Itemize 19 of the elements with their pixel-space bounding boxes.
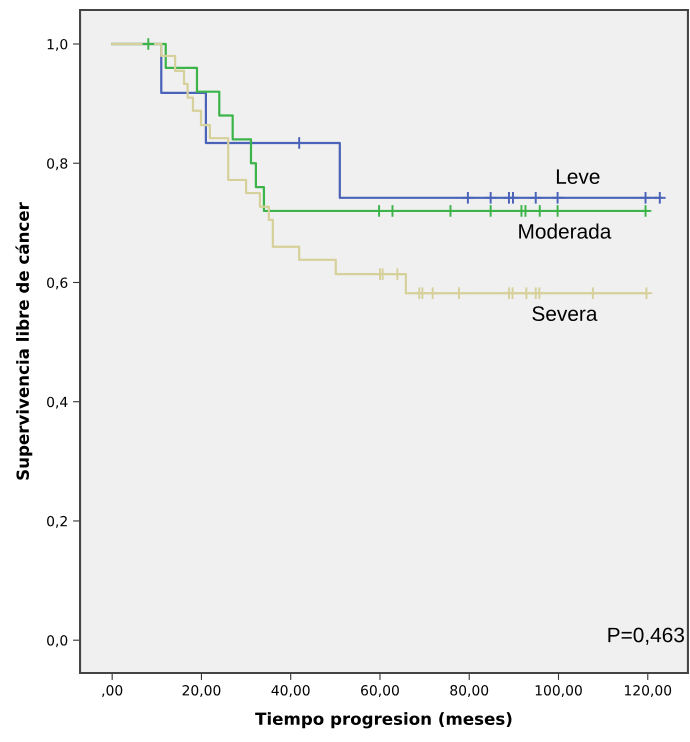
x-tick-label: 80,00 — [450, 685, 488, 697]
x-tick-label: 120,00 — [624, 685, 672, 697]
x-tick-label: ,00 — [102, 685, 122, 697]
y-tick-label: 0,4 — [47, 396, 68, 409]
series-label: Leve — [556, 169, 600, 184]
x-tick-label: 60,00 — [361, 685, 399, 697]
series-label: Severa — [532, 306, 598, 322]
y-tick-label: 0,6 — [47, 277, 68, 290]
y-tick-label: 0,8 — [47, 158, 68, 170]
y-tick-label: 0,2 — [47, 516, 67, 528]
y-tick-label: 1,0 — [48, 38, 68, 51]
series-label: Moderada — [519, 223, 612, 239]
x-axis-title: Tiempo progresion (meses) — [255, 712, 512, 728]
annotation: P=0,463 — [608, 628, 684, 645]
y-tick-label: 0,0 — [47, 635, 68, 648]
x-tick-label: 100,00 — [536, 685, 582, 697]
y-axis-title: Supervivencia libre de cáncer — [15, 202, 32, 480]
x-tick-label: 40,00 — [272, 685, 310, 697]
x-tick-label: 20,00 — [182, 685, 220, 697]
